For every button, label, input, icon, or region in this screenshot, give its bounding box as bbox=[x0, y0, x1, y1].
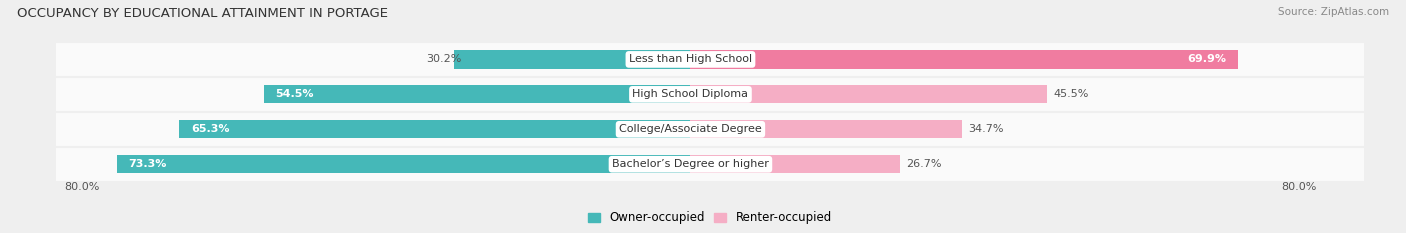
Text: High School Diploma: High School Diploma bbox=[633, 89, 748, 99]
Text: 73.3%: 73.3% bbox=[128, 159, 167, 169]
Text: College/Associate Degree: College/Associate Degree bbox=[619, 124, 762, 134]
Text: OCCUPANCY BY EDUCATIONAL ATTAINMENT IN PORTAGE: OCCUPANCY BY EDUCATIONAL ATTAINMENT IN P… bbox=[17, 7, 388, 20]
Text: 34.7%: 34.7% bbox=[969, 124, 1004, 134]
Text: 65.3%: 65.3% bbox=[191, 124, 229, 134]
Text: Less than High School: Less than High School bbox=[628, 55, 752, 64]
Bar bbox=[56, 77, 1364, 112]
Bar bbox=[690, 155, 900, 173]
Text: 54.5%: 54.5% bbox=[276, 89, 314, 99]
Legend: Owner-occupied, Renter-occupied: Owner-occupied, Renter-occupied bbox=[583, 206, 837, 229]
Bar bbox=[56, 147, 1364, 182]
Bar bbox=[264, 85, 690, 103]
Text: 26.7%: 26.7% bbox=[905, 159, 941, 169]
Bar bbox=[56, 112, 1364, 147]
Bar bbox=[117, 155, 690, 173]
Bar bbox=[56, 42, 1364, 77]
Bar bbox=[690, 85, 1046, 103]
Bar bbox=[179, 120, 690, 138]
Text: Bachelor’s Degree or higher: Bachelor’s Degree or higher bbox=[612, 159, 769, 169]
Text: 45.5%: 45.5% bbox=[1053, 89, 1088, 99]
Text: 80.0%: 80.0% bbox=[1281, 182, 1317, 192]
Text: Source: ZipAtlas.com: Source: ZipAtlas.com bbox=[1278, 7, 1389, 17]
Text: 30.2%: 30.2% bbox=[426, 55, 461, 64]
Text: 69.9%: 69.9% bbox=[1187, 55, 1226, 64]
Bar bbox=[690, 120, 962, 138]
Bar bbox=[454, 50, 690, 69]
Text: 80.0%: 80.0% bbox=[65, 182, 100, 192]
Bar bbox=[690, 50, 1237, 69]
